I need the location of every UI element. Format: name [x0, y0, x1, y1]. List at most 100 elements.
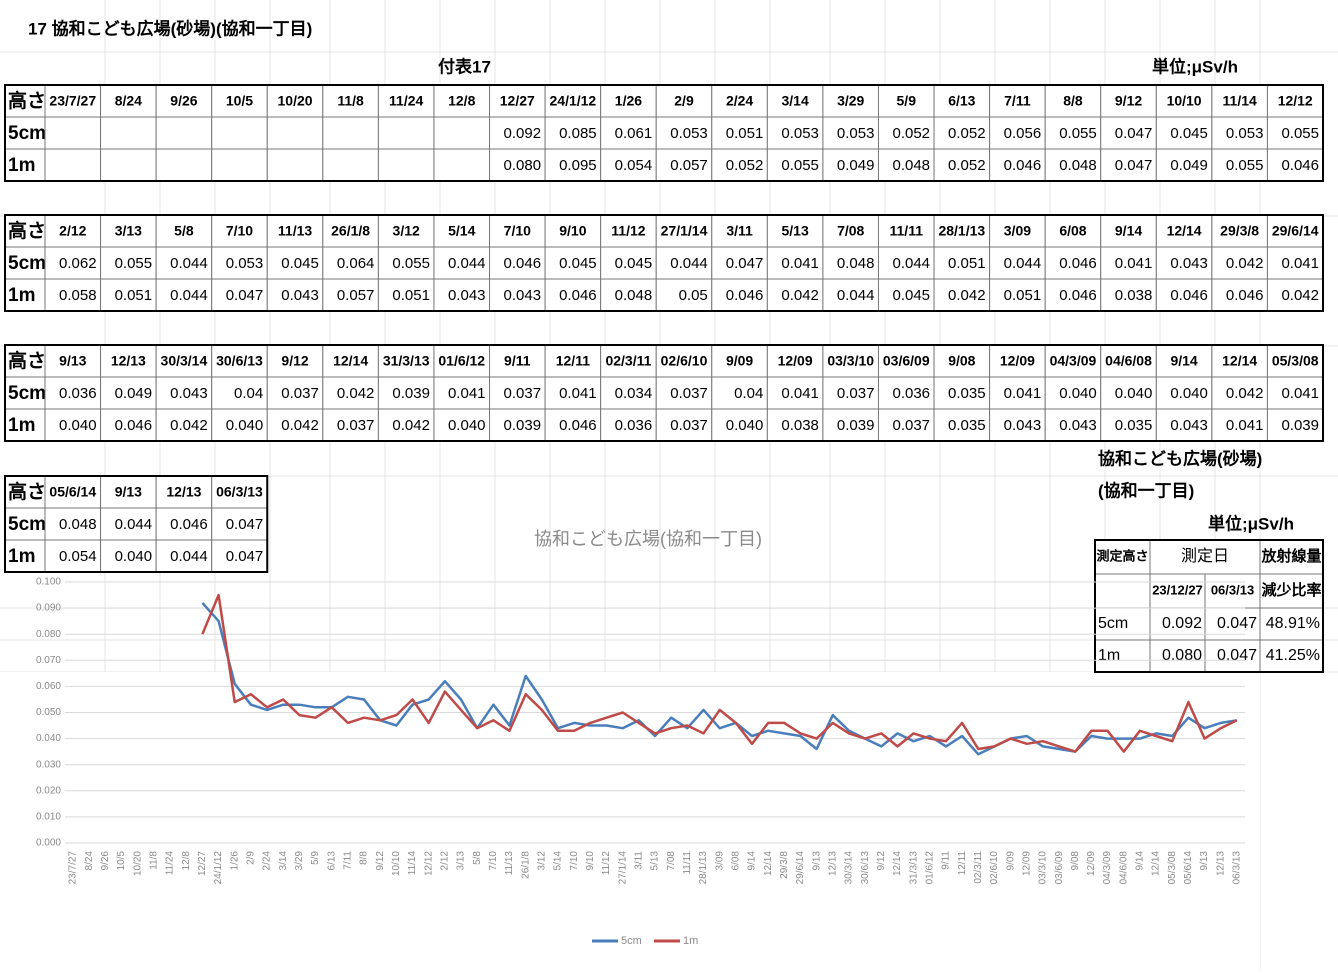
cell	[544, 148, 602, 182]
cell	[100, 214, 157, 248]
cell	[1155, 148, 1213, 182]
x-tick-label: 9/26	[100, 851, 111, 871]
cell	[877, 246, 935, 280]
date-header: 02/6/10	[661, 353, 708, 369]
cell	[822, 408, 879, 442]
table-border	[4, 344, 1324, 442]
x-tick-label: 01/6/12	[924, 851, 935, 885]
cell-value: 0.042	[170, 417, 208, 434]
cell-value: 0.039	[392, 385, 430, 402]
cell-value: 0.048	[837, 255, 875, 272]
x-tick-label: 6/08	[730, 851, 741, 871]
cell	[211, 539, 268, 573]
cell	[766, 214, 824, 248]
cell-value: 0.041	[559, 385, 597, 402]
date-header: 7/08	[837, 223, 864, 239]
cell	[322, 84, 379, 118]
cell-value: 0.049	[1170, 157, 1208, 174]
cell-value: 0.092	[1162, 615, 1202, 632]
cell	[44, 116, 102, 150]
cell	[877, 278, 935, 312]
cell	[877, 344, 935, 378]
cell-value: 0.045	[892, 287, 930, 304]
legend-label: 1m	[683, 935, 698, 947]
row-label: 高さ	[8, 349, 46, 372]
cell-value: 0.043	[1170, 255, 1208, 272]
cell	[1266, 376, 1324, 410]
cell	[989, 116, 1046, 150]
cell-value: 0.040	[1115, 385, 1153, 402]
cell	[211, 84, 268, 118]
cell-value: 0.036	[59, 385, 97, 402]
chart-area	[0, 672, 1260, 969]
x-tick-label: 12/13	[827, 851, 838, 876]
cell-value: 0.092	[504, 125, 542, 142]
y-tick-label: 0.080	[36, 629, 61, 640]
x-tick-label: 7/10	[488, 851, 499, 871]
y-tick-label: 0.020	[36, 785, 61, 796]
cell	[322, 376, 379, 410]
cell	[211, 246, 268, 280]
cell-value: 0.037	[670, 385, 708, 402]
x-tick-label: 9/11	[941, 851, 952, 870]
date-header: 7/10	[226, 223, 253, 239]
table-border	[1094, 539, 1324, 673]
summary-unit: 単位;μSv/h	[1208, 513, 1294, 533]
summary-header: 測定高さ	[1096, 548, 1148, 563]
cell-value: 0.046	[1059, 287, 1097, 304]
cell-value: 0.047	[1115, 125, 1153, 142]
cell	[155, 475, 213, 509]
x-tick-label: 26/1/8	[520, 851, 531, 879]
date-header: 9/09	[726, 353, 753, 369]
date-header: 11/11	[890, 223, 924, 239]
y-tick-label: 0.090	[36, 603, 61, 614]
cell	[100, 408, 157, 442]
x-tick-label: 5/14	[553, 851, 564, 871]
cell-value: 0.053	[226, 255, 264, 272]
cell-value: 0.040	[226, 417, 264, 434]
cell-value: 0.042	[1226, 385, 1264, 402]
x-tick-label: 3/13	[456, 851, 467, 871]
cell-value: 0.055	[1059, 125, 1097, 142]
x-tick-label: 12/13	[1215, 851, 1226, 876]
date-header: 5/8	[174, 223, 194, 239]
date-header: 10/5	[226, 93, 253, 109]
cell	[766, 246, 824, 280]
cell	[1155, 278, 1213, 312]
y-tick-label: 0.100	[36, 577, 61, 588]
x-tick-label: 12/09	[1086, 851, 1097, 876]
cell	[489, 408, 546, 442]
cell	[4, 475, 46, 509]
cell	[1094, 573, 1151, 609]
cell-value: 0.039	[1281, 417, 1319, 434]
date-header: 01/6/12	[438, 353, 485, 369]
cell	[266, 278, 324, 312]
cell-value: 0.042	[337, 385, 375, 402]
table-border	[4, 84, 1324, 182]
cell-value: 0.095	[559, 157, 597, 174]
cell	[766, 148, 824, 182]
cell-value: 0.045	[615, 255, 653, 272]
date-header: 9/14	[1170, 353, 1197, 369]
cell-value: 0.037	[504, 385, 542, 402]
cell	[44, 507, 102, 541]
cell	[266, 148, 324, 182]
cell	[933, 148, 991, 182]
summary-subheader: 23/12/27	[1152, 582, 1203, 597]
legend-label: 5cm	[621, 935, 642, 947]
cell	[655, 408, 713, 442]
x-tick-label: 12/12	[423, 851, 434, 876]
x-tick-label: 24/1/12	[213, 851, 224, 885]
cell-value: 0.043	[1059, 417, 1097, 434]
cell-value: 0.046	[1059, 255, 1097, 272]
cell	[377, 344, 435, 378]
cell-value: 0.047	[1115, 157, 1153, 174]
cell	[933, 246, 991, 280]
cell-value: 0.047	[226, 287, 264, 304]
cell-value: 0.05	[679, 287, 708, 304]
cell	[4, 539, 46, 573]
y-tick-label: 0.010	[36, 812, 61, 823]
date-header: 04/3/09	[1050, 353, 1097, 369]
cell-value: 0.044	[115, 516, 153, 533]
cell	[1044, 278, 1102, 312]
